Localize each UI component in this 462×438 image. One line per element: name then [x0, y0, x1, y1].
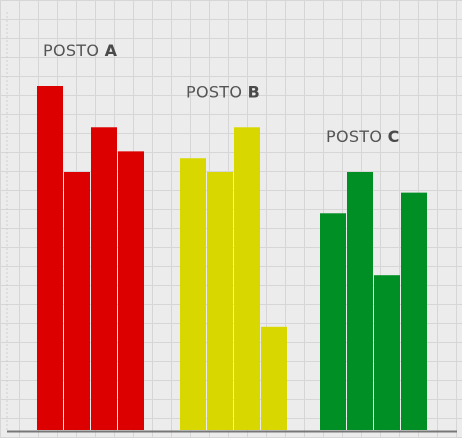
- bar-posto-b-4: [261, 326, 287, 430]
- group-label-posto-c: POSTO C: [326, 127, 400, 146]
- group-label-letter: C: [388, 127, 400, 146]
- bar-posto-b-2: [207, 172, 233, 430]
- group-label-prefix: POSTO: [43, 41, 105, 60]
- bar-posto-a-3: [91, 127, 117, 430]
- group-label-prefix: POSTO: [186, 82, 248, 101]
- bar-posto-b-3: [234, 127, 260, 430]
- bar-posto-b-1: [180, 158, 206, 431]
- bar-posto-c-1: [320, 213, 346, 430]
- group-label-posto-a: POSTO A: [43, 41, 118, 60]
- bar-posto-a-2: [64, 172, 90, 430]
- bar-posto-c-2: [347, 172, 373, 430]
- group-label-letter: B: [248, 82, 261, 101]
- bars-layer: [37, 86, 427, 431]
- bar-posto-a-4: [118, 151, 144, 431]
- group-label-letter: A: [105, 41, 118, 60]
- group-label-posto-b: POSTO B: [186, 82, 260, 101]
- group-label-prefix: POSTO: [326, 127, 388, 146]
- bar-posto-a-1: [37, 86, 63, 430]
- bar-posto-c-4: [401, 192, 427, 430]
- bar-posto-c-3: [374, 275, 400, 430]
